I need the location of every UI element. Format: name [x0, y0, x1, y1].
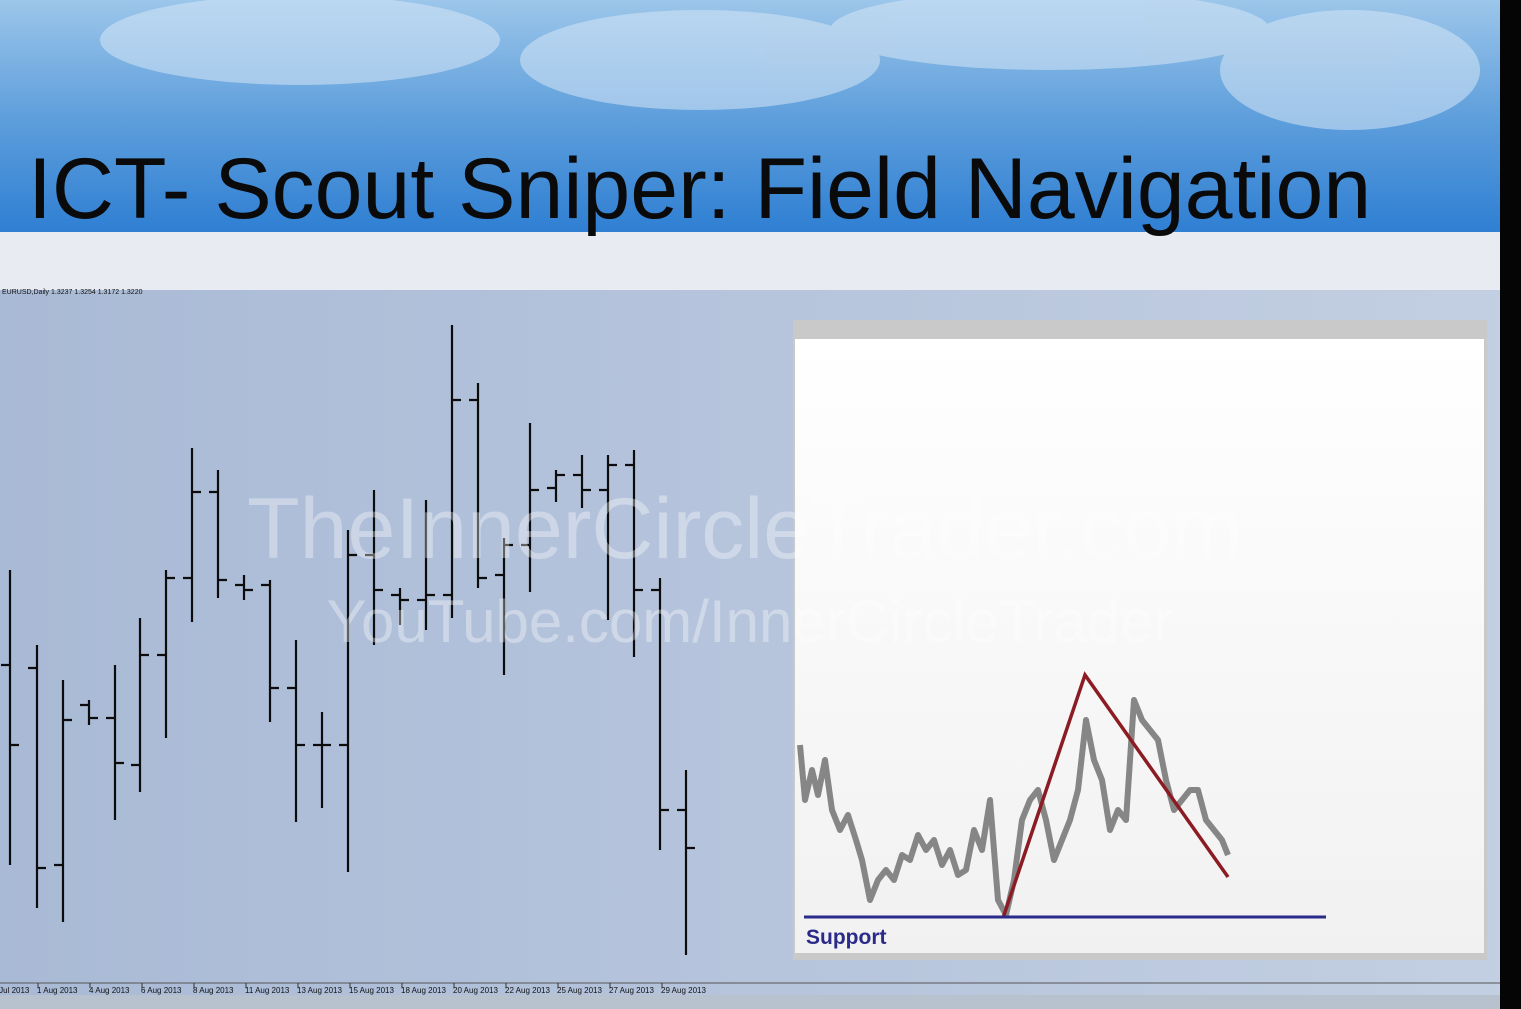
watermark-channel: YouTube.com/InnerCircleTrader — [326, 588, 1173, 655]
ohlc-bar — [261, 580, 279, 722]
date-label: 1 Aug 2013 — [37, 986, 78, 995]
date-label: 15 Aug 2013 — [349, 986, 394, 995]
date-label: 20 Aug 2013 — [453, 986, 498, 995]
ohlc-bar — [28, 645, 46, 908]
date-label: 4 Aug 2013 — [89, 986, 130, 995]
ohlc-bar — [521, 423, 539, 592]
ohlc-bar — [339, 530, 357, 872]
date-label: 22 Aug 2013 — [505, 986, 550, 995]
ohlc-bar — [573, 455, 591, 508]
support-label: Support — [806, 926, 886, 949]
band — [0, 232, 1521, 290]
ohlc-bar — [1, 570, 19, 865]
ohlc-bar — [677, 770, 695, 955]
ohlc-bar — [443, 325, 461, 618]
chart-info: EURUSD,Daily 1.3237 1.3254 1.3172 1.3220 — [2, 289, 143, 296]
clouds — [100, 0, 1480, 130]
watermark-site: TheInnerCircleTrader.com — [247, 481, 1243, 577]
date-label: 25 Aug 2013 — [557, 986, 602, 995]
ohlc-bar — [495, 538, 513, 675]
ohlc-bar — [54, 680, 72, 922]
ohlc-bar — [391, 588, 409, 625]
right-edge — [1500, 0, 1521, 1009]
date-label: 6 Aug 2013 — [141, 986, 182, 995]
ohlc-bar — [599, 455, 617, 620]
ohlc-bar — [651, 578, 669, 850]
inset-panel — [795, 339, 1484, 953]
ohlc-bar — [469, 383, 487, 588]
date-label: 27 Aug 2013 — [609, 986, 654, 995]
bottom-band — [0, 995, 1521, 1009]
ohlc-bar — [209, 470, 227, 598]
ohlc-bar — [106, 665, 124, 820]
ohlc-bars — [1, 325, 695, 955]
date-label: 29 Aug 2013 — [661, 986, 706, 995]
date-label: 18 Aug 2013 — [401, 986, 446, 995]
slide-title: ICT- Scout Sniper: Field Navigation — [28, 141, 1371, 237]
ohlc-bar — [547, 470, 565, 502]
date-label: 8 Aug 2013 — [193, 986, 234, 995]
ohlc-bar — [235, 575, 253, 600]
ohlc-bar — [365, 490, 383, 645]
ohlc-bar — [313, 712, 331, 808]
ohlc-bar — [625, 450, 643, 657]
ohlc-bar — [417, 500, 435, 630]
date-label: 11 Aug 2013 — [245, 986, 290, 995]
ohlc-bar — [157, 570, 175, 738]
date-label: 13 Aug 2013 — [297, 986, 342, 995]
ohlc-bar — [287, 640, 305, 822]
date-label: 31 Jul 2013 — [0, 986, 30, 995]
ohlc-bar — [183, 448, 201, 622]
ohlc-bar — [131, 618, 149, 792]
date-labels: 31 Jul 2013 1 Aug 2013 4 Aug 2013 6 Aug 201… — [0, 983, 706, 995]
ohlc-bar — [80, 700, 98, 725]
zigzag-line — [1001, 671, 1230, 919]
